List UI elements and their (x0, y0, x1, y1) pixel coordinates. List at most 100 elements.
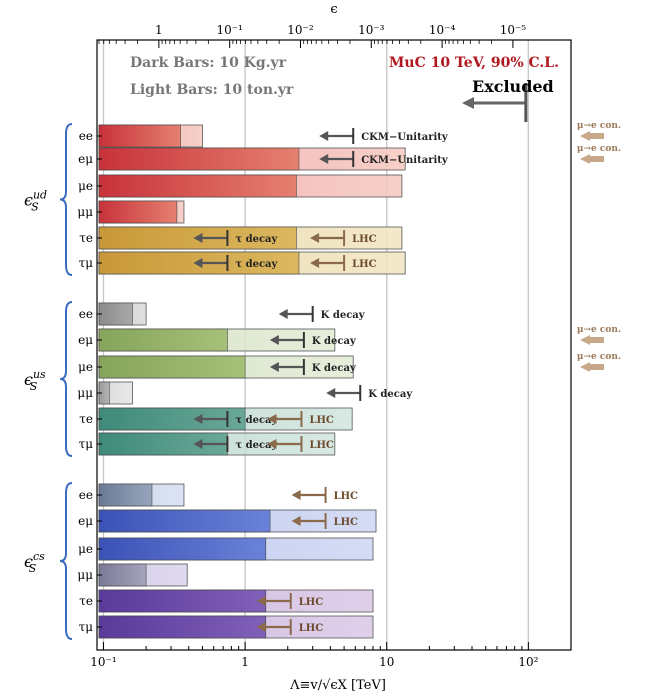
limit-arrow-head (193, 414, 203, 424)
excluded-arrow-head (462, 97, 474, 109)
group-label-0: ϵud S (24, 189, 47, 214)
row-label-1-0: ee (79, 307, 93, 321)
bar-dark-1-1 (98, 328, 228, 352)
limit-arrow-head (193, 233, 203, 243)
axis-layer: 10⁻¹ 1 10 10² 1 10⁻¹ 10⁻² 10⁻³ 10⁻⁴ 10⁻⁵ ee eμ μe μμ τ… (24, 23, 572, 669)
side-note: μ→e con. (577, 121, 621, 131)
side-note-arrow-body (590, 337, 604, 343)
limit-arrow-head (319, 154, 329, 164)
limit-label: K decay (321, 310, 366, 321)
group-bracket-0 (59, 123, 73, 276)
row-label-2-5: τμ (79, 620, 94, 634)
side-note-arrow-head (580, 335, 590, 345)
row-label-2-1: eμ (78, 514, 93, 528)
plot-frame (96, 39, 572, 651)
annotation-layer: CKM−Unitarity CKM−Unitarity τ decay LHC τ de… (193, 83, 621, 635)
bar-dark-0-1 (98, 147, 300, 171)
legend-light-label: Light Bars: 10 ton.yr (130, 82, 294, 98)
limit-arrow-head (267, 439, 277, 449)
limit-label: LHC (309, 440, 333, 451)
bar-dark-1-0 (98, 302, 133, 326)
excluded-label: Excluded (472, 77, 554, 96)
limit-label: CKM−Unitarity (361, 132, 449, 143)
bar-dark-0-0 (98, 124, 181, 148)
legend-dark-label: Dark Bars: 10 Kg.yr (130, 55, 287, 71)
limit-label: τ decay (235, 234, 278, 245)
limit-arrow-head (256, 622, 266, 632)
limit-label: LHC (352, 234, 376, 245)
top-axis-label: ϵ (330, 2, 337, 17)
limit-arrow-head (291, 490, 301, 500)
chart-title: MuC 10 TeV, 90% C.L. (389, 55, 559, 71)
row-label-0-2: μe (78, 179, 93, 193)
side-note-arrow-body (590, 364, 604, 370)
side-note: μ→e con. (577, 352, 621, 362)
limit-label: LHC (334, 517, 358, 528)
limit-label: CKM−Unitarity (361, 155, 449, 166)
top-tick-label: 10⁻² (287, 23, 314, 37)
bar-dark-2-0 (98, 483, 153, 507)
row-label-2-2: μe (78, 542, 93, 556)
limit-arrow-head (193, 258, 203, 268)
limit-label: K decay (368, 389, 413, 400)
limit-arrow-head (193, 439, 203, 449)
top-tick-label: 10⁻³ (358, 23, 385, 37)
bar-layer (98, 124, 406, 639)
row-label-2-3: μμ (77, 568, 93, 582)
top-tick-label: 10⁻⁵ (500, 23, 527, 37)
bar-dark-0-3 (98, 200, 178, 224)
row-label-0-3: μμ (77, 205, 93, 219)
row-label-1-5: τμ (79, 437, 94, 451)
group-label-1: ϵus S (24, 368, 46, 393)
row-label-0-4: τe (79, 231, 93, 245)
limit-arrow-head (310, 258, 320, 268)
side-note: μ→e con. (577, 325, 621, 335)
top-tick-label: 1 (155, 23, 163, 37)
bar-dark-2-2 (98, 537, 267, 561)
row-label-2-4: τe (79, 594, 93, 608)
top-tick-label: 10⁻¹ (216, 23, 242, 37)
bar-dark-1-2 (98, 355, 246, 379)
limit-label: K decay (312, 336, 357, 347)
group-label-2: ϵcs S (24, 550, 45, 575)
limit-label: K decay (312, 363, 357, 374)
limit-arrow-head (269, 335, 279, 345)
limit-label: τ decay (235, 440, 278, 451)
limit-label: LHC (309, 415, 333, 426)
limit-label: LHC (334, 491, 358, 502)
row-label-0-1: eμ (78, 152, 93, 166)
top-tick-label: 10⁻⁴ (429, 23, 456, 37)
limit-arrow-head (267, 414, 277, 424)
side-note-arrow-head (580, 131, 590, 141)
bar-dark-0-2 (98, 174, 297, 198)
limit-arrow-head (269, 362, 279, 372)
row-label-2-0: ee (79, 488, 93, 502)
x-tick-label: 1 (241, 655, 249, 669)
bar-dark-2-3 (98, 563, 147, 587)
x-tick-label: 10² (518, 655, 538, 669)
row-label-0-0: ee (79, 129, 93, 143)
limit-arrow-head (278, 309, 288, 319)
bar-dark-2-4 (98, 589, 267, 613)
bar-dark-2-5 (98, 615, 267, 639)
limit-label: LHC (299, 597, 323, 608)
side-note-arrow-body (590, 133, 604, 139)
x-tick-label: 10⁻¹ (90, 655, 116, 669)
group-bracket-2 (59, 482, 73, 640)
row-label-1-1: eμ (78, 333, 93, 347)
side-note-arrow-head (580, 154, 590, 164)
limit-arrow-head (310, 233, 320, 243)
limit-label: LHC (352, 259, 376, 270)
x-tick-label: 10 (379, 655, 394, 669)
side-note-arrow-head (580, 362, 590, 372)
limit-label: τ decay (235, 259, 278, 270)
x-axis-label: Λ≡v/√ϵX [TeV] (289, 678, 386, 693)
group-bracket-1 (59, 301, 73, 457)
row-label-1-3: μμ (77, 386, 93, 400)
row-label-0-5: τμ (79, 256, 94, 270)
limit-label: τ decay (235, 415, 278, 426)
row-label-1-2: μe (78, 360, 93, 374)
row-label-1-4: τe (79, 412, 93, 426)
limit-arrow-head (326, 388, 336, 398)
